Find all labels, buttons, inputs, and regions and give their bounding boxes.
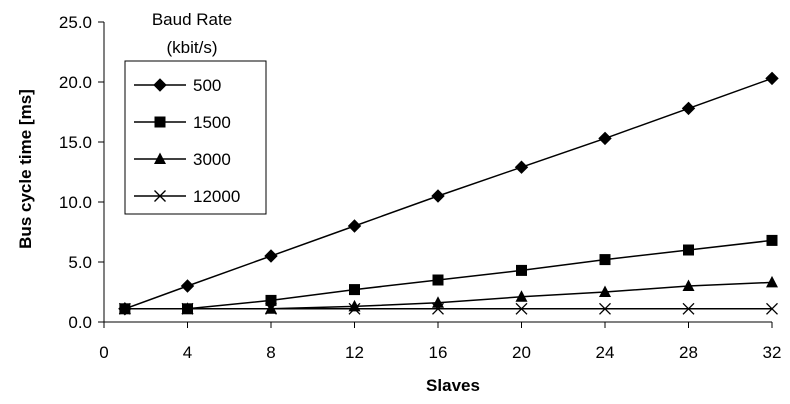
data-point-3000 — [766, 275, 778, 288]
x-tick-label: 12 — [345, 343, 364, 362]
y-tick-label: 15.0 — [59, 133, 92, 152]
legend-label: 1500 — [193, 113, 231, 132]
legend-entry-12000: 12000 — [134, 187, 240, 206]
data-point-1500 — [599, 254, 611, 266]
data-point-3000 — [265, 302, 277, 314]
y-tick-label: 20.0 — [59, 73, 92, 92]
legend-box — [124, 60, 267, 215]
legend: Baud Rate (kbit/s) 500 1500 3000 12000 — [124, 10, 267, 215]
legend-marker-diamond — [153, 78, 167, 92]
data-point-3000 — [599, 285, 611, 297]
x-marker-stroke — [515, 302, 528, 315]
x-tick-label: 20 — [512, 343, 531, 362]
data-point-500 — [264, 249, 278, 263]
data-point-1500 — [432, 274, 444, 286]
legend-entry-500: 500 — [134, 76, 221, 95]
data-point-500 — [118, 302, 132, 316]
legend-entry-3000: 3000 — [134, 150, 231, 169]
data-point-1500 — [683, 244, 694, 256]
data-point-500 — [765, 71, 779, 86]
y-axis-title: Bus cycle time [ms] — [16, 89, 35, 249]
series-line-1500 — [124, 239, 773, 310]
data-point-500 — [514, 160, 529, 174]
data-point-1500 — [265, 294, 277, 306]
plot-area: 0 4 8 12 16 20 24 28 32 0.0 5.0 10.0 15.0 20.0 25.0 — [59, 13, 782, 362]
x-marker-stroke — [682, 302, 695, 315]
data-point-3000 — [515, 290, 528, 302]
data-point-500 — [681, 101, 696, 116]
legend-label: 3000 — [193, 150, 231, 169]
data-point-500 — [431, 189, 445, 203]
legend-label: 12000 — [193, 187, 240, 206]
x-tick-label: 4 — [183, 343, 192, 362]
legend-label: 500 — [193, 76, 221, 95]
data-point-500 — [598, 131, 612, 146]
data-point-500 — [347, 219, 362, 233]
x-marker-stroke — [599, 302, 611, 315]
data-point-1500 — [349, 284, 360, 296]
x-tick-label: 28 — [679, 343, 698, 362]
legend-entry-1500: 1500 — [134, 113, 231, 132]
legend-marker-square — [154, 116, 166, 128]
x-tick-label: 16 — [429, 343, 448, 362]
data-point-12000 — [599, 302, 611, 315]
x-marker-stroke — [766, 302, 778, 315]
y-tick-label: 0.0 — [68, 313, 92, 332]
y-tick-label: 5.0 — [68, 253, 92, 272]
legend-marker-x — [154, 190, 166, 202]
data-point-12000 — [682, 302, 695, 315]
x-tick-label: 32 — [763, 343, 782, 362]
data-point-3000 — [682, 279, 695, 291]
x-tick-label: 8 — [266, 343, 275, 362]
x-tick-label: 24 — [596, 343, 615, 362]
legend-marker-triangle — [154, 152, 166, 164]
data-point-3000 — [348, 299, 361, 312]
data-point-12000 — [766, 302, 778, 315]
data-point-1500 — [182, 303, 193, 315]
x-tick-label: 0 — [99, 343, 108, 362]
x-axis-title: Slaves — [426, 376, 480, 395]
legend-title-line1: Baud Rate — [152, 10, 232, 29]
data-point-500 — [180, 279, 195, 293]
data-point-1500 — [516, 264, 527, 276]
data-point-12000 — [515, 302, 528, 315]
data-point-1500 — [766, 234, 778, 246]
legend-title-line2: (kbit/s) — [167, 38, 218, 57]
y-tick-label: 10.0 — [59, 193, 92, 212]
y-tick-label: 25.0 — [59, 13, 92, 32]
data-point-3000 — [432, 296, 444, 308]
x-marker-stroke — [154, 190, 166, 202]
